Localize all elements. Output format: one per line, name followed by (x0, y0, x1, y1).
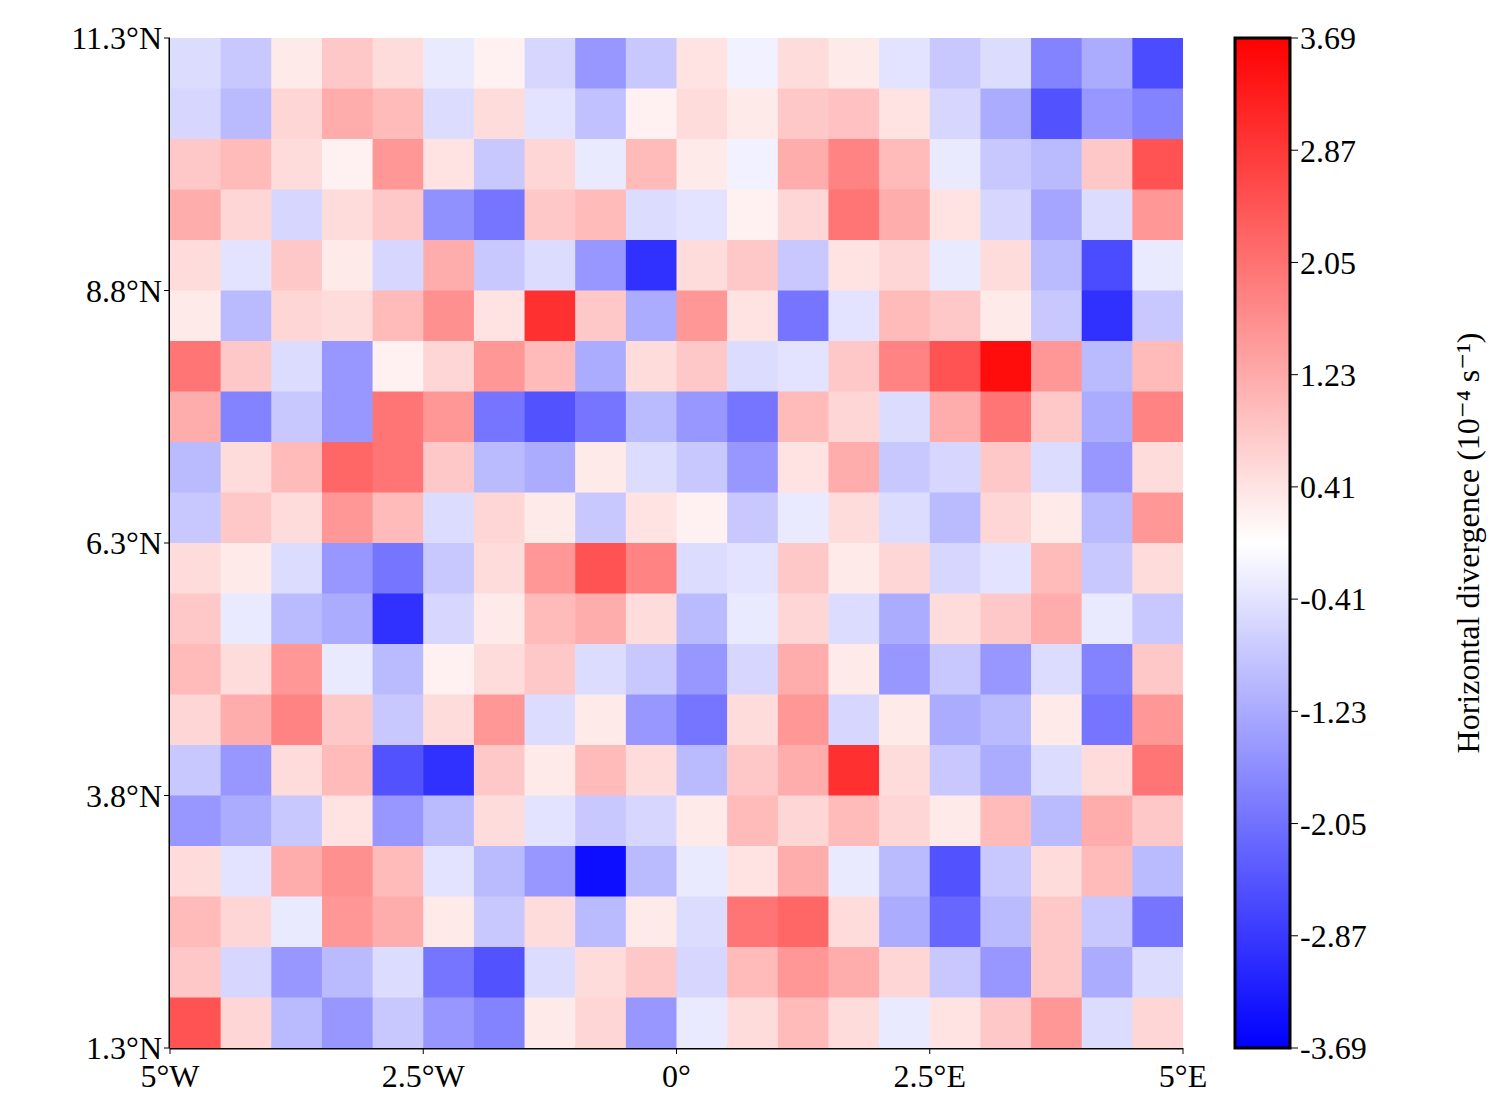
svg-text:0.41: 0.41 (1300, 469, 1356, 505)
svg-text:-2.87: -2.87 (1300, 918, 1367, 954)
svg-text:-1.23: -1.23 (1300, 694, 1367, 730)
svg-text:6.3°N: 6.3°N (86, 525, 162, 561)
svg-text:2.5°E: 2.5°E (894, 1058, 966, 1094)
svg-text:2.87: 2.87 (1300, 133, 1356, 169)
svg-text:-3.69: -3.69 (1300, 1030, 1367, 1066)
svg-text:-0.41: -0.41 (1300, 581, 1367, 617)
html-text:Horizontal divergence (10⁻⁴ s⁻: Horizontal divergence (10⁻⁴ s⁻¹) (1450, 332, 1486, 754)
svg-text:0°: 0° (662, 1058, 691, 1094)
svg-text:1.3°N: 1.3°N (86, 1030, 162, 1066)
svg-text:3.69: 3.69 (1300, 20, 1356, 56)
svg-text:2.5°W: 2.5°W (382, 1058, 466, 1094)
svg-text:11.3°N: 11.3°N (71, 20, 162, 56)
svg-text:8.8°N: 8.8°N (86, 273, 162, 309)
svg-text:5°E: 5°E (1159, 1058, 1207, 1094)
svg-text:-2.05: -2.05 (1300, 806, 1367, 842)
svg-text:1.23: 1.23 (1300, 357, 1356, 393)
svg-text:3.8°N: 3.8°N (86, 778, 162, 814)
svg-text:2.05: 2.05 (1300, 245, 1356, 281)
svg-text:5°W: 5°W (140, 1057, 200, 1094)
